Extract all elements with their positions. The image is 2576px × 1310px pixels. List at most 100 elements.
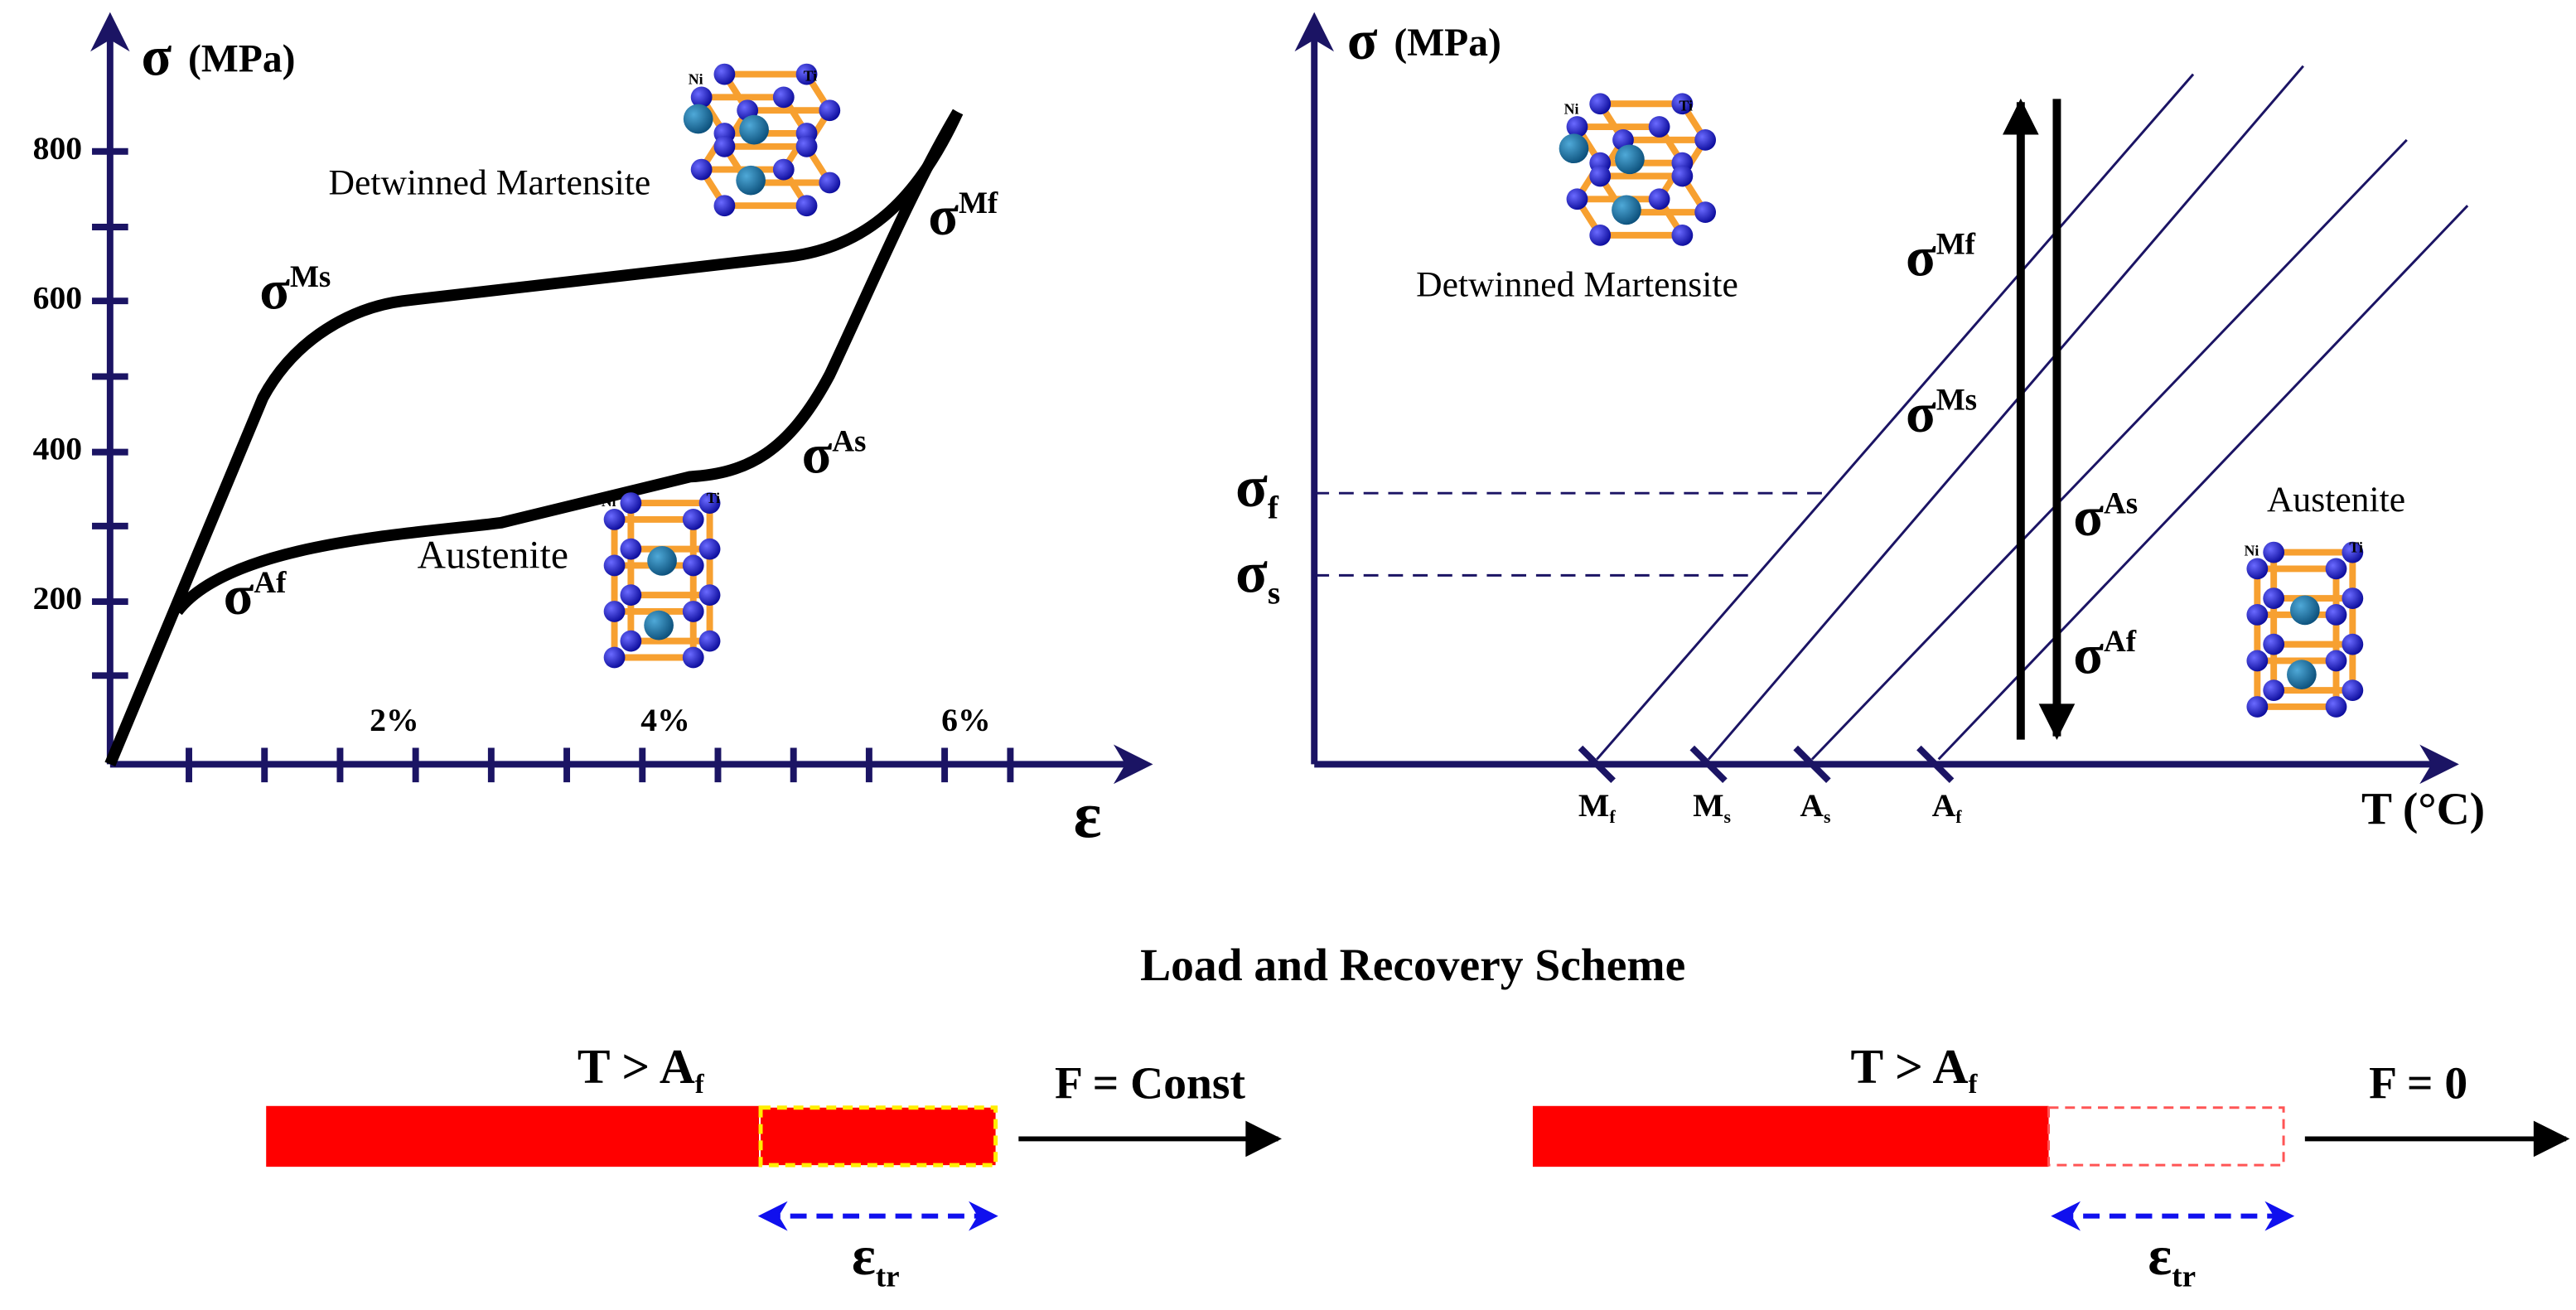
ni-atom (2263, 587, 2285, 609)
force-label: F = 0 (2369, 1059, 2467, 1109)
ni-atom (620, 538, 642, 560)
as-line (1810, 138, 2408, 761)
stress-label: σAs (2073, 486, 2138, 548)
y-axis-symbol: σ (1347, 9, 1378, 71)
y-axis-unit: (MPa) (1394, 22, 1501, 65)
ni-atom (603, 554, 626, 577)
ni-atom (682, 554, 704, 577)
ti-atom (739, 114, 769, 145)
stress-label-base: σ (1906, 226, 1936, 288)
ni-atom (819, 172, 841, 194)
specimen (1532, 1105, 2049, 1167)
stress-label-base: σ (2073, 624, 2104, 686)
y-axis-title: σ (MPa) (142, 26, 296, 88)
y-axis-unit: (MPa) (188, 38, 295, 81)
stress-label: σMf (1906, 226, 1976, 288)
ni-atom (603, 601, 626, 622)
y-tick-label: 600 (33, 279, 82, 316)
stress-label: σMs (259, 259, 331, 321)
temperature-label: Mf (1578, 787, 1616, 827)
ni-atom (2246, 650, 2269, 672)
ni-atom (772, 86, 795, 109)
scheme-title: Load and Recovery Scheme (1140, 940, 1685, 991)
stress-label: σAs (802, 423, 867, 486)
stress-label-sup: Af (2104, 625, 2137, 659)
condition-label: T > Af (578, 1039, 705, 1100)
x-tick-label: 2% (370, 702, 418, 738)
ni-atom (1648, 188, 1670, 210)
temperature-label-base: A (1800, 787, 1824, 824)
ti-atom (1559, 133, 1589, 164)
ni-atom (2246, 604, 2269, 626)
x-axis-label: T (°C) (2361, 785, 2485, 835)
ti-atom (2289, 595, 2320, 626)
temperature-label-sub: f (1609, 807, 1616, 827)
phase-label: Detwinned Martensite (328, 162, 650, 202)
ni-atom (603, 646, 626, 669)
ni-atom (682, 646, 704, 669)
ni-atom (1589, 225, 1612, 246)
ti-atom (683, 104, 713, 134)
y-axis-symbol: σ (142, 26, 172, 88)
ni-atom (2263, 679, 2285, 702)
atom-label: Ni (2244, 543, 2259, 559)
ni-atom (2325, 650, 2347, 672)
ni-atom (2263, 633, 2285, 655)
atom-label: Ni (602, 493, 616, 510)
stress-level-label-sub: f (1268, 491, 1279, 526)
ti-atom (1615, 144, 1645, 175)
temperature-label-sub: s (1724, 807, 1731, 827)
temperature-label-sub: s (1824, 807, 1830, 827)
crystal (683, 63, 841, 217)
crystal (603, 492, 721, 669)
stress-level-label-base: σ (1235, 455, 1268, 520)
tick (1689, 745, 1728, 783)
strain-label: εtr (852, 1225, 900, 1293)
stress-label-sup: As (832, 424, 866, 458)
stress-label-base: σ (1906, 382, 1936, 444)
ni-atom (795, 135, 818, 157)
condition-label: T > Af (1851, 1039, 1979, 1100)
tick (1916, 745, 1955, 783)
crystal (1559, 93, 1717, 246)
stress-label-base: σ (2073, 486, 2104, 548)
ni-atom (2342, 679, 2364, 702)
stress-level-label: σf (1235, 455, 1279, 526)
force-label: F = Const (1055, 1059, 1246, 1109)
stress-label: σMf (928, 186, 998, 248)
y-tick-label: 400 (33, 431, 82, 467)
strain-label: εtr (2148, 1225, 2196, 1293)
ni-atom (713, 135, 736, 157)
stress-level-label: σs (1235, 540, 1280, 611)
ni-atom (1694, 201, 1717, 224)
ni-atom (1566, 188, 1588, 210)
elongation (758, 1105, 998, 1167)
phase-label: Austenite (418, 534, 568, 577)
phase-label: Detwinned Martensite (1416, 264, 1738, 304)
stress-label: σMs (1906, 382, 1977, 444)
stress-label-base: σ (802, 423, 833, 486)
stress-level-label-sub: s (1268, 576, 1280, 611)
temperature-label-base: M (1693, 787, 1723, 824)
ni-atom (2342, 541, 2364, 563)
tick (1793, 745, 1831, 783)
ni-atom (698, 492, 721, 514)
y-tick-label: 200 (33, 580, 82, 616)
stress-label-sup: Mf (1936, 227, 1976, 261)
temperature-label-sub: f (1955, 807, 1962, 827)
strain-label-sub: tr (2172, 1259, 2196, 1293)
stress-label: σAf (2073, 624, 2136, 686)
ti-atom (2287, 660, 2317, 689)
ni-atom (2246, 696, 2269, 718)
af-line (1937, 205, 2469, 761)
temperature-label: Af (1932, 787, 1963, 827)
condition-label-sub: f (695, 1069, 705, 1099)
atom-label: Ti (2349, 539, 2363, 556)
stress-label-sup: Ms (290, 260, 331, 294)
ni-atom (2263, 541, 2285, 563)
x-tick-label: 6% (941, 702, 990, 738)
atom-label: Ni (1564, 100, 1579, 117)
ms-line (1707, 65, 2304, 761)
